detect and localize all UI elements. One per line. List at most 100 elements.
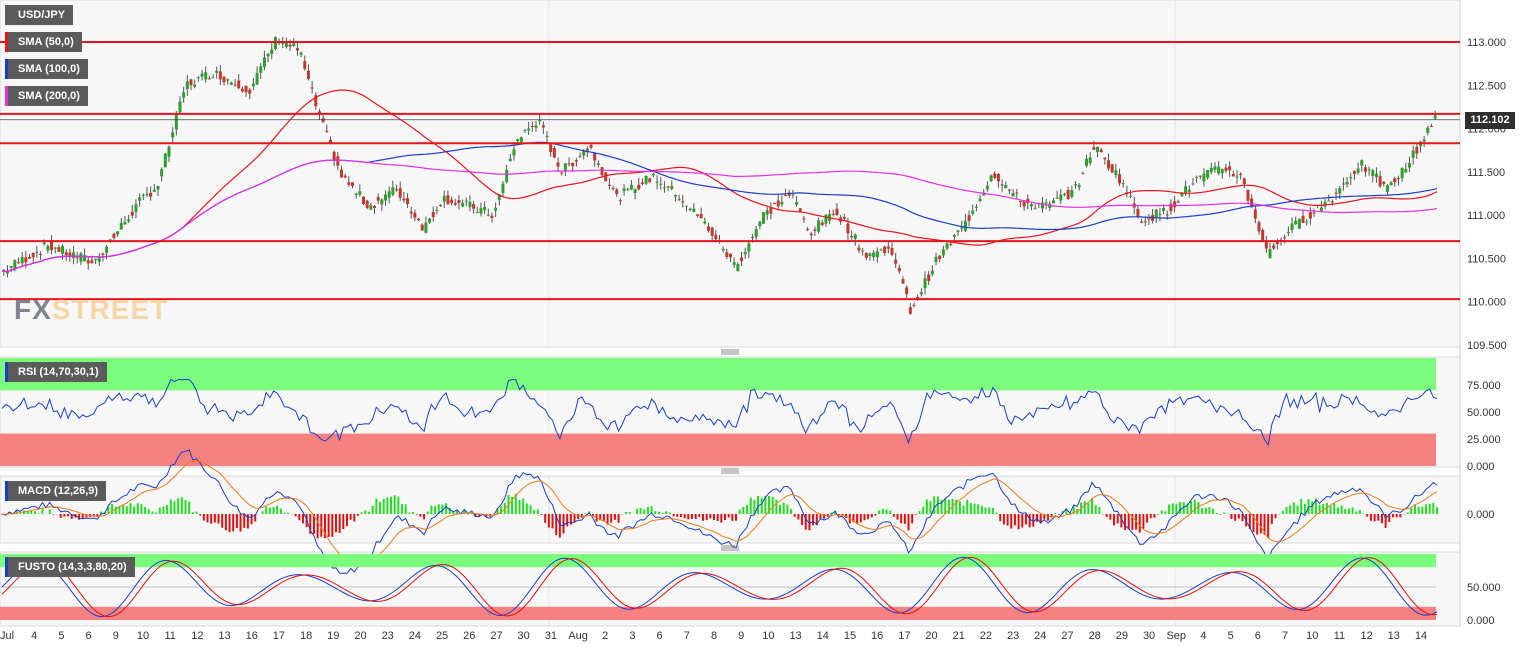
macd-histogram-bar (393, 495, 396, 514)
fusto-overbought-zone (0, 554, 1436, 568)
rsi-tag[interactable]: RSI (14,70,30,1) (5, 362, 107, 382)
candle-body (314, 95, 318, 107)
macd-histogram-bar (1204, 507, 1207, 514)
macd-histogram-bar (918, 511, 921, 514)
macd-histogram-bar (1072, 506, 1075, 514)
sma100-tag[interactable]: SMA (100,0) (5, 59, 88, 79)
candle-body (424, 222, 428, 233)
sma50-tag[interactable]: SMA (50,0) (5, 32, 82, 52)
macd-tag[interactable]: MACD (12,26,9) (5, 481, 107, 501)
candle-body (439, 205, 443, 207)
symbol-tag[interactable]: USD/JPY (5, 5, 74, 25)
macd-histogram-bar (995, 512, 998, 514)
x-tick-label: 27 (1061, 630, 1073, 642)
macd-histogram-bar (1208, 507, 1211, 514)
candle-body (967, 215, 971, 221)
candle-body (1158, 214, 1162, 216)
candle-body (879, 249, 883, 251)
macd-histogram-bar (327, 514, 330, 537)
candle-body (171, 132, 175, 138)
panel-resize-handles[interactable] (721, 349, 739, 551)
fusto-tag[interactable]: FUSTO (14,3,3,80,20) (5, 557, 135, 577)
rsi-panel[interactable] (0, 358, 1438, 466)
candle-body (362, 196, 366, 205)
macd-panel[interactable] (1, 449, 1438, 574)
macd-histogram-bar (907, 514, 910, 531)
candle-body (516, 139, 520, 141)
candle-body (1209, 167, 1213, 173)
macd-histogram-bar (419, 514, 422, 517)
candle-body (1330, 201, 1334, 203)
candle-body (791, 194, 795, 196)
macd-histogram-bar (140, 504, 143, 514)
candle-body (273, 37, 277, 49)
macd-histogram-bar (312, 514, 315, 535)
x-tick-label: 23 (382, 630, 394, 642)
candle-body (13, 260, 17, 270)
candle-body (901, 279, 905, 284)
macd-histogram-bar (852, 514, 855, 523)
candle-body (75, 257, 79, 259)
candle-body (1107, 160, 1111, 169)
macd-histogram-bar (991, 507, 994, 514)
candle-body (1224, 167, 1228, 171)
candle-body (134, 204, 138, 212)
macd-histogram-bar (1186, 503, 1189, 514)
last-price-badge: 112.102 (1465, 112, 1515, 129)
macd-histogram-bar (768, 495, 771, 514)
candle-body (541, 125, 545, 128)
candle-body (347, 182, 351, 185)
macd-histogram-bar (283, 512, 286, 514)
sma50-line (1, 89, 1438, 273)
candle-body (574, 160, 578, 162)
macd-histogram-bar (944, 499, 947, 514)
candle-body (211, 77, 215, 79)
candle-body (1114, 170, 1118, 176)
macd-histogram-bar (276, 505, 279, 514)
fusto-panel[interactable] (0, 554, 1438, 620)
candle-body (1103, 157, 1107, 160)
candle-body (207, 78, 211, 80)
candle-body (1283, 237, 1287, 239)
macd-histogram-bar (790, 508, 793, 514)
candle-body (1239, 173, 1243, 175)
macd-histogram-bar (463, 510, 466, 514)
candle-body (1242, 178, 1246, 185)
macd-histogram-bar (1113, 514, 1116, 526)
macd-histogram-bar (1399, 514, 1402, 518)
candle-body (813, 229, 817, 231)
candle-body (1018, 201, 1022, 203)
candle-body (963, 220, 967, 231)
macd-histogram-bar (804, 514, 807, 530)
main-price-panel[interactable] (0, 36, 1460, 315)
x-tick-label: 5 (1228, 630, 1234, 642)
macd-histogram-bar (1263, 514, 1266, 535)
macd-histogram-bar (599, 514, 602, 521)
macd-histogram-bar (478, 514, 481, 517)
macd-histogram-bar (551, 514, 554, 529)
macd-histogram-bar (1028, 514, 1031, 528)
candle-body (890, 247, 894, 255)
x-tick-label: 9 (738, 630, 744, 642)
macd-histogram-bar (654, 511, 657, 514)
candle-body (391, 187, 395, 195)
macd-histogram-bar (173, 501, 176, 514)
macd-histogram-bar (1428, 503, 1431, 514)
candle-body (1033, 208, 1037, 210)
candle-body (677, 199, 681, 201)
candle-body (919, 292, 923, 295)
macd-histogram-bar (947, 499, 950, 514)
candle-body (1363, 167, 1367, 172)
candle-body (1374, 173, 1378, 178)
macd-histogram-bar (243, 514, 246, 528)
macd-histogram-bar (1318, 504, 1321, 514)
macd-histogram-bar (199, 514, 202, 516)
candle-body (1371, 170, 1375, 176)
macd-histogram-bar (760, 497, 763, 514)
macd-histogram-bar (1010, 514, 1013, 529)
candle-body (1202, 173, 1206, 182)
candle-body (769, 208, 773, 214)
sma200-tag[interactable]: SMA (200,0) (5, 86, 88, 106)
macd-histogram-bar (356, 514, 359, 516)
